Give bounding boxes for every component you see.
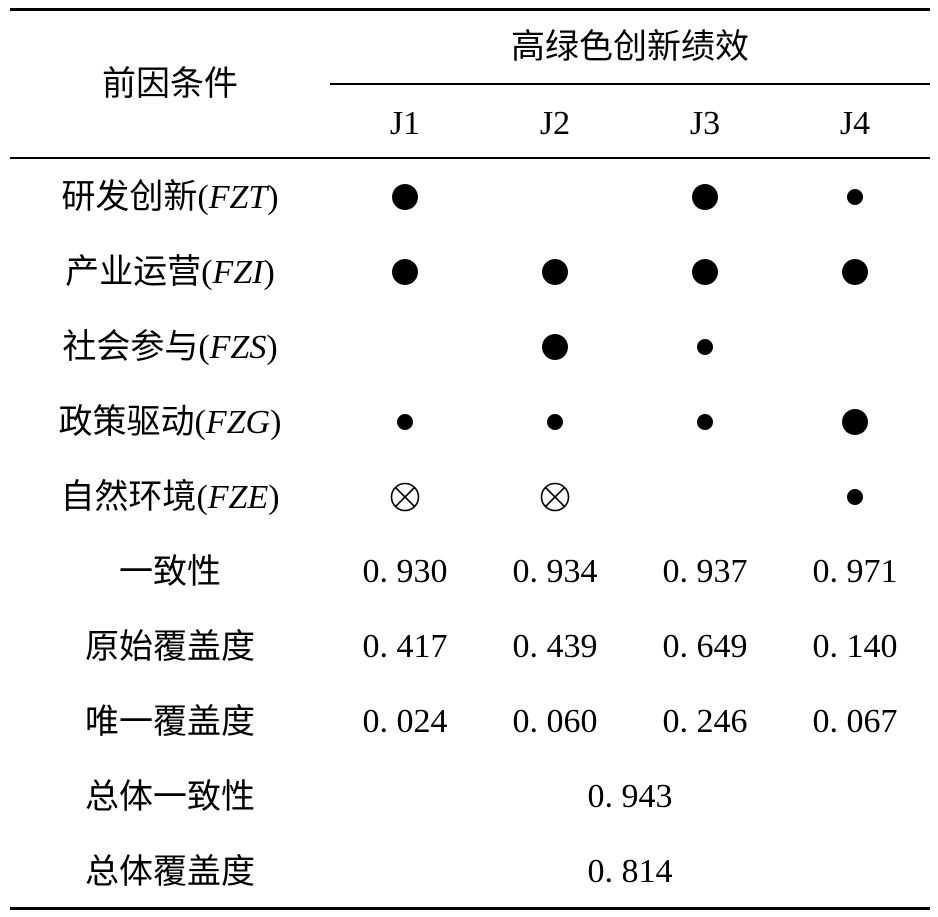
- metric-value: 0. 930: [362, 553, 448, 590]
- table-header-rule: [10, 157, 930, 159]
- metric-value: 0. 024: [362, 703, 448, 740]
- column-header-j3: J3: [689, 105, 721, 142]
- peripheral-condition-present-icon: [547, 414, 563, 430]
- core-condition-present-icon: [392, 184, 418, 210]
- condition-absent-icon: [540, 482, 570, 512]
- condition-label: 政策驱动(FZG): [58, 402, 282, 442]
- overall-consistency-value: 0. 943: [587, 778, 673, 815]
- antecedent-header: 前因条件: [102, 64, 238, 104]
- column-header-j2: J2: [539, 105, 571, 142]
- peripheral-condition-present-icon: [847, 489, 863, 505]
- metric-label-unique-coverage: 唯一覆盖度: [85, 702, 255, 742]
- peripheral-condition-present-icon: [397, 414, 413, 430]
- metric-value: 0. 971: [812, 553, 898, 590]
- outcome-header-underline: [330, 83, 930, 85]
- condition-label: 自然环境(FZE): [60, 477, 280, 517]
- condition-label: 社会参与(FZS): [62, 327, 278, 367]
- core-condition-present-icon: [842, 409, 868, 435]
- column-header-j1: J1: [389, 105, 421, 142]
- core-condition-present-icon: [692, 184, 718, 210]
- column-header-j4: J4: [839, 105, 871, 142]
- core-condition-present-icon: [542, 334, 568, 360]
- metric-value: 0. 649: [662, 628, 748, 665]
- peripheral-condition-present-icon: [847, 189, 863, 205]
- metric-label-consistency: 一致性: [119, 552, 221, 592]
- core-condition-present-icon: [842, 259, 868, 285]
- peripheral-condition-present-icon: [697, 339, 713, 355]
- metric-value: 0. 140: [812, 628, 898, 665]
- overall-coverage-label: 总体覆盖度: [85, 852, 255, 892]
- condition-absent-icon: [390, 482, 420, 512]
- metric-label-raw-coverage: 原始覆盖度: [85, 627, 255, 667]
- metric-value: 0. 934: [512, 553, 598, 590]
- metric-value: 0. 060: [512, 703, 598, 740]
- metric-value: 0. 246: [662, 703, 748, 740]
- metric-value: 0. 937: [662, 553, 748, 590]
- overall-consistency-label: 总体一致性: [85, 777, 255, 817]
- table-top-rule: [10, 8, 930, 11]
- core-condition-present-icon: [692, 259, 718, 285]
- overall-coverage-value: 0. 814: [587, 853, 673, 890]
- condition-label: 产业运营(FZI): [65, 252, 275, 292]
- core-condition-present-icon: [392, 259, 418, 285]
- core-condition-present-icon: [542, 259, 568, 285]
- outcome-header: 高绿色创新绩效: [511, 27, 749, 67]
- metric-value: 0. 067: [812, 703, 898, 740]
- condition-label: 研发创新(FZT): [61, 177, 279, 217]
- peripheral-condition-present-icon: [697, 414, 713, 430]
- table-bottom-rule: [10, 907, 930, 910]
- metric-value: 0. 439: [512, 628, 598, 665]
- metric-value: 0. 417: [362, 628, 448, 665]
